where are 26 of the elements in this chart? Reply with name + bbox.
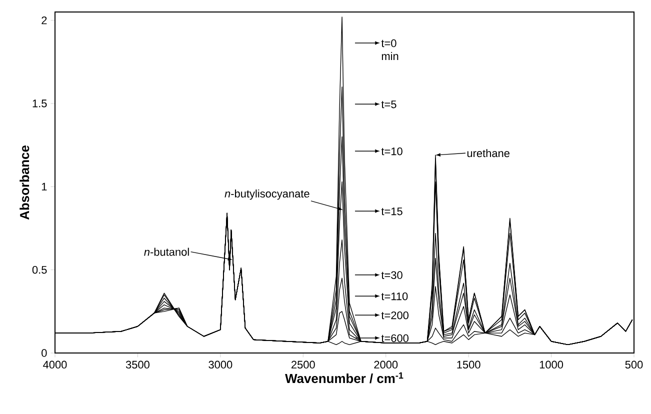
annotation: t=5 — [381, 100, 396, 108]
y-tick-label: 2 — [42, 16, 47, 24]
x-tick-label: 2000 — [374, 360, 398, 369]
y-tick-label: 0 — [42, 349, 47, 357]
annotation: t=10 — [381, 147, 402, 156]
y-axis-title: Absorbance — [20, 146, 30, 220]
annotation: t=0 min — [381, 39, 398, 60]
annotation: n-butylisocyanate — [224, 189, 310, 200]
annotation: t=200 — [381, 311, 408, 320]
y-tick-label: 1.5 — [32, 100, 47, 108]
annotation: t=110 — [381, 292, 408, 300]
annotation: t=15 — [381, 208, 402, 216]
x-tick-label: 2500 — [292, 360, 315, 369]
annotation: t=600 — [381, 334, 408, 342]
y-tick-label: 0.5 — [32, 266, 47, 274]
x-tick-label: 1500 — [457, 360, 480, 369]
x-tick-label: 3500 — [126, 360, 150, 369]
y-tick-label: 1 — [42, 182, 47, 190]
x-tick-label: 1000 — [540, 360, 564, 369]
annotation: t=30 — [381, 271, 402, 280]
x-axis-title: Wavenumber / cm$^{-1}$ — [285, 372, 404, 384]
x-tick-label: 500 — [625, 360, 643, 369]
x-tick-label: 4000 — [43, 360, 67, 369]
annotation: n-butanol — [144, 248, 189, 256]
annotation: urethane — [467, 149, 510, 158]
x-tick-label: 3000 — [208, 360, 232, 369]
